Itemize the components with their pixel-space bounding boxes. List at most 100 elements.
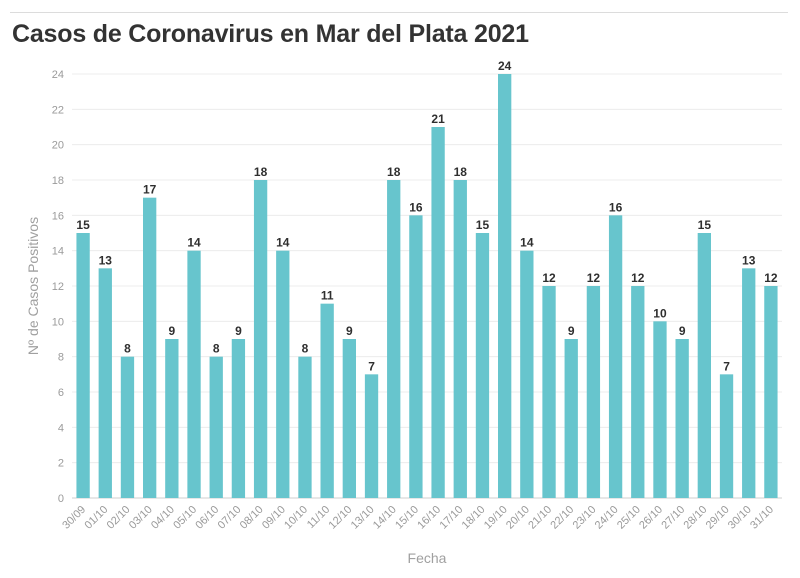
bar-value-label: 9	[568, 324, 575, 338]
y-tick-label: 14	[52, 246, 64, 258]
bar	[387, 180, 401, 498]
bar-value-label: 18	[454, 165, 468, 179]
x-tick-label: 02/10	[105, 504, 133, 532]
bar-value-label: 11	[321, 289, 334, 303]
x-tick-label: 19/10	[482, 504, 510, 532]
bar	[187, 250, 201, 498]
bar	[520, 250, 534, 498]
y-tick-label: 22	[52, 104, 64, 116]
y-tick-label: 16	[52, 210, 64, 222]
bar-value-label: 14	[276, 236, 290, 250]
bar-value-label: 8	[124, 342, 131, 356]
x-tick-label: 26/10	[637, 504, 665, 532]
bar	[475, 233, 490, 498]
bar-value-label: 10	[653, 306, 667, 320]
bar-value-label: 8	[213, 342, 220, 356]
bar	[586, 286, 601, 498]
x-tick-label: 10/10	[282, 504, 310, 532]
bar	[98, 268, 112, 498]
x-tick-label: 08/10	[238, 504, 266, 532]
x-tick-label: 12/10	[327, 504, 355, 532]
bar	[209, 356, 223, 498]
x-tick-label: 15/10	[393, 504, 421, 532]
x-tick-label: 06/10	[193, 504, 221, 532]
x-tick-label: 30/10	[726, 504, 754, 532]
x-tick-label: 27/10	[659, 504, 687, 532]
bar-value-label: 18	[387, 165, 401, 179]
y-tick-label: 24	[52, 69, 64, 81]
x-tick-label: 25/10	[615, 504, 643, 532]
bar-value-labels: 15 13 8 17 9 14 8 9 18 14 8 11 9 7 18 16 21 18 15 24 14 12 9 12…	[76, 59, 777, 373]
x-tick-label: 09/10	[260, 504, 288, 532]
bar	[253, 180, 268, 498]
bar	[608, 215, 623, 499]
y-axis-title: Nº de Casos Positivos	[25, 217, 41, 355]
y-tick-label: 10	[52, 316, 64, 328]
x-tick-label: 21/10	[526, 504, 554, 532]
x-tick-label: 04/10	[149, 504, 177, 532]
x-tick-label: 03/10	[127, 504, 155, 532]
x-tick-label: 30/09	[60, 504, 88, 532]
bar	[165, 339, 179, 498]
bar	[675, 339, 689, 498]
bar-value-label: 12	[542, 271, 556, 285]
bar	[431, 127, 445, 498]
bar	[764, 286, 778, 498]
x-tick-label: 13/10	[349, 504, 377, 532]
x-tick-label: 23/10	[571, 504, 599, 532]
bar	[697, 233, 711, 498]
bar-value-label: 15	[76, 218, 90, 232]
bar	[76, 233, 90, 498]
bar-value-label: 13	[742, 253, 756, 267]
bar	[364, 374, 379, 498]
bar-value-label: 14	[187, 236, 201, 250]
bars	[76, 74, 778, 499]
x-tick-label: 05/10	[171, 504, 199, 532]
x-tick-label: 07/10	[216, 504, 244, 532]
bar	[498, 74, 512, 498]
bar	[120, 356, 135, 498]
x-tick-label: 14/10	[371, 504, 399, 532]
y-tick-label: 8	[58, 352, 64, 364]
x-tick-label: 20/10	[504, 504, 532, 532]
bar-value-label: 16	[609, 200, 623, 214]
x-tick-label: 11/10	[305, 504, 332, 531]
x-axis-ticks: 30/0901/1002/1003/1004/1005/1006/1007/10…	[60, 504, 776, 532]
x-tick-label: 17/10	[437, 504, 465, 532]
bar-value-label: 15	[476, 218, 490, 232]
bar-value-label: 9	[235, 324, 242, 338]
x-axis-title: Fecha	[408, 550, 447, 566]
bar-value-label: 12	[631, 271, 645, 285]
x-tick-label: 16/10	[415, 504, 443, 532]
bar-value-label: 7	[723, 359, 730, 373]
bar-value-label: 12	[764, 271, 778, 285]
bar-value-label: 17	[143, 183, 157, 197]
bar-value-label: 14	[520, 236, 534, 250]
bar	[453, 180, 467, 498]
y-tick-label: 20	[52, 140, 64, 152]
y-tick-label: 4	[58, 422, 64, 434]
x-tick-label: 22/10	[548, 504, 576, 532]
bar-value-label: 7	[368, 359, 375, 373]
bar-value-label: 13	[99, 253, 113, 267]
bar	[298, 356, 312, 498]
y-tick-label: 12	[52, 281, 64, 293]
bar	[653, 321, 667, 498]
bar-value-label: 24	[498, 59, 512, 73]
bar-value-label: 15	[698, 218, 712, 232]
chart-title: Casos de Coronavirus en Mar del Plata 20…	[12, 20, 529, 48]
y-tick-label: 6	[58, 387, 64, 399]
bar-value-label: 21	[431, 112, 445, 126]
x-tick-label: 24/10	[593, 504, 621, 532]
bar	[143, 197, 157, 498]
y-tick-label: 18	[52, 175, 64, 187]
bar	[719, 374, 734, 498]
bar-value-label: 8	[302, 342, 309, 356]
bar-value-label: 16	[409, 200, 423, 214]
bar	[342, 339, 356, 498]
y-tick-label: 0	[58, 493, 64, 505]
bar	[231, 339, 246, 498]
bar	[564, 339, 578, 498]
bar	[631, 286, 645, 498]
